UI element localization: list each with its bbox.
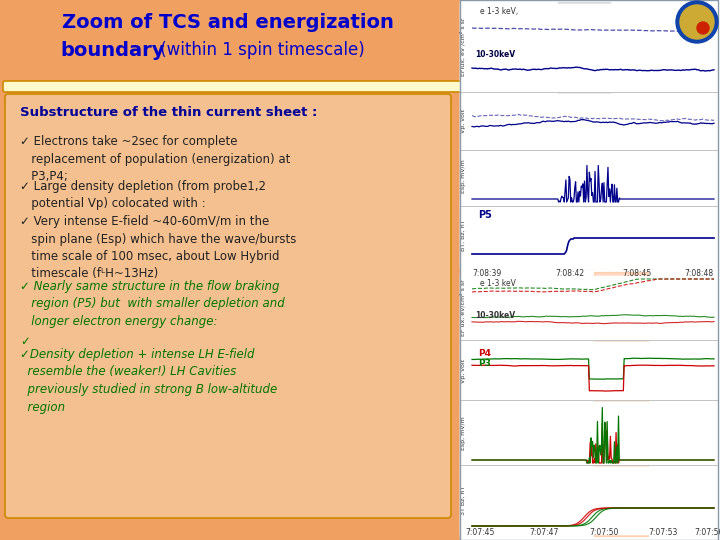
Bar xyxy=(460,276,718,340)
Text: 10-30keV: 10-30keV xyxy=(475,310,515,320)
Text: 3T Bz, nT: 3T Bz, nT xyxy=(461,486,466,515)
Text: P5: P5 xyxy=(478,210,492,220)
Text: 7:08:42: 7:08:42 xyxy=(555,269,585,278)
Bar xyxy=(460,94,718,150)
Bar xyxy=(460,0,718,540)
Text: EFlux, eV /cm² s sr: EFlux, eV /cm² s sr xyxy=(460,18,466,76)
Text: BT, Bz, nT: BT, Bz, nT xyxy=(461,219,466,251)
Bar xyxy=(594,272,648,536)
Bar xyxy=(460,342,718,400)
Circle shape xyxy=(676,1,718,43)
Text: Esp, mV/m: Esp, mV/m xyxy=(461,417,466,450)
Text: 7:07:45: 7:07:45 xyxy=(465,528,495,537)
Text: 7:08:48: 7:08:48 xyxy=(685,269,714,278)
Text: P3: P3 xyxy=(478,359,491,368)
Text: e 1-3 keV,: e 1-3 keV, xyxy=(480,7,518,16)
Text: 7:07:47: 7:07:47 xyxy=(530,528,559,537)
Circle shape xyxy=(680,5,714,39)
FancyBboxPatch shape xyxy=(3,81,715,92)
Text: ✓ Large density depletion (from probe1,2
   potential Vp) colocated with :: ✓ Large density depletion (from probe1,2… xyxy=(20,180,266,211)
Bar xyxy=(460,148,718,206)
Text: EF ux, eV/cm² s sr: EF ux, eV/cm² s sr xyxy=(460,280,466,336)
Text: Zoom of TCS and energization: Zoom of TCS and energization xyxy=(62,12,394,31)
Bar xyxy=(460,272,718,536)
Text: e 1-3 keV: e 1-3 keV xyxy=(480,279,516,288)
Text: Vp, volt: Vp, volt xyxy=(461,359,466,383)
Text: 7:07:56: 7:07:56 xyxy=(695,528,720,537)
Bar xyxy=(558,2,610,268)
FancyBboxPatch shape xyxy=(5,94,451,518)
Text: ✓ Electrons take ~2sec for complete
   replacement of population (energization) : ✓ Electrons take ~2sec for complete repl… xyxy=(20,135,290,183)
Text: Vp, volt: Vp, volt xyxy=(461,109,466,133)
Bar xyxy=(460,402,718,465)
Text: ✓: ✓ xyxy=(20,335,30,348)
Bar xyxy=(460,0,720,540)
Text: ✓Density depletion + intense LH E-field
  resemble the (weaker!) LH Cavities
  p: ✓Density depletion + intense LH E-field … xyxy=(20,348,277,414)
Text: ✓ Very intense E-field ~40-60mV/m in the
   spin plane (Esp) which have the wave: ✓ Very intense E-field ~40-60mV/m in the… xyxy=(20,215,297,280)
Bar xyxy=(460,2,718,268)
Text: boundary: boundary xyxy=(60,40,164,59)
Text: 7:07:53: 7:07:53 xyxy=(648,528,678,537)
Text: Esp, mV/m: Esp, mV/m xyxy=(461,159,466,193)
Circle shape xyxy=(697,22,709,34)
Bar xyxy=(460,202,718,268)
Text: ✓ Nearly same structure in the flow braking
   region (P5) but  with smaller dep: ✓ Nearly same structure in the flow brak… xyxy=(20,280,284,328)
Text: 7:07:50: 7:07:50 xyxy=(589,528,618,537)
Text: 7:08:39: 7:08:39 xyxy=(472,269,501,278)
Bar xyxy=(460,467,718,534)
Text: Substructure of the thin current sheet :: Substructure of the thin current sheet : xyxy=(20,105,318,118)
Text: (within 1 spin timescale): (within 1 spin timescale) xyxy=(155,41,365,59)
Text: P4: P4 xyxy=(478,349,491,358)
Text: 10-30keV: 10-30keV xyxy=(475,50,515,59)
Bar xyxy=(0,0,462,82)
Bar xyxy=(460,4,718,92)
Text: 7:08:45: 7:08:45 xyxy=(623,269,652,278)
